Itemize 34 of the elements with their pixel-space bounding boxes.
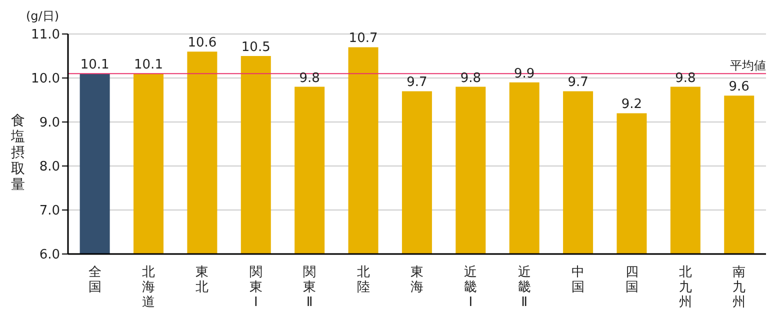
- ref-line-label: 平均値: [730, 58, 766, 73]
- data-label: 10.1: [134, 58, 163, 73]
- y-tick-label: 6.0: [39, 248, 60, 263]
- data-label: 9.8: [299, 70, 320, 86]
- data-label: 10.6: [188, 36, 217, 51]
- data-label: 9.8: [460, 70, 481, 86]
- data-label: 10.7: [348, 31, 378, 46]
- data-label: 9.2: [621, 97, 642, 112]
- y-axis-title: 食塩摂取量: [10, 113, 26, 193]
- x-tick-label: 中国: [572, 265, 585, 295]
- data-label: 9.8: [675, 70, 696, 86]
- data-label: 10.5: [241, 40, 270, 55]
- y-tick-label: 8.0: [39, 160, 60, 175]
- y-tick-label: 7.0: [39, 204, 60, 219]
- x-tick-label: 南九州: [732, 265, 746, 310]
- x-tick-label: 四国: [625, 265, 638, 295]
- data-label: 9.7: [568, 75, 588, 90]
- data-label: 9.6: [728, 80, 750, 95]
- x-tick-label: 北海道: [142, 265, 156, 310]
- x-tick-label: 東北: [196, 265, 209, 295]
- y-tick-label: 11.0: [31, 28, 60, 43]
- x-tick-label: 近畿Ⅰ: [464, 265, 478, 310]
- data-label: 10.1: [80, 58, 110, 73]
- x-tick-label: 北陸: [356, 265, 370, 295]
- x-tick-label: 関東Ⅰ: [249, 265, 262, 310]
- text: (g/日): [26, 8, 60, 25]
- data-label: 9.7: [406, 75, 428, 90]
- x-tick-label: 東海: [410, 265, 424, 295]
- x-tick-label: 全国: [88, 265, 102, 295]
- x-tick-label: 関東Ⅱ: [303, 265, 316, 310]
- y-tick-label: 10.0: [31, 72, 60, 87]
- y-tick-label: 9.0: [39, 116, 60, 131]
- x-tick-label: 北九州: [678, 265, 692, 310]
- x-tick-label: 近畿Ⅱ: [518, 265, 531, 310]
